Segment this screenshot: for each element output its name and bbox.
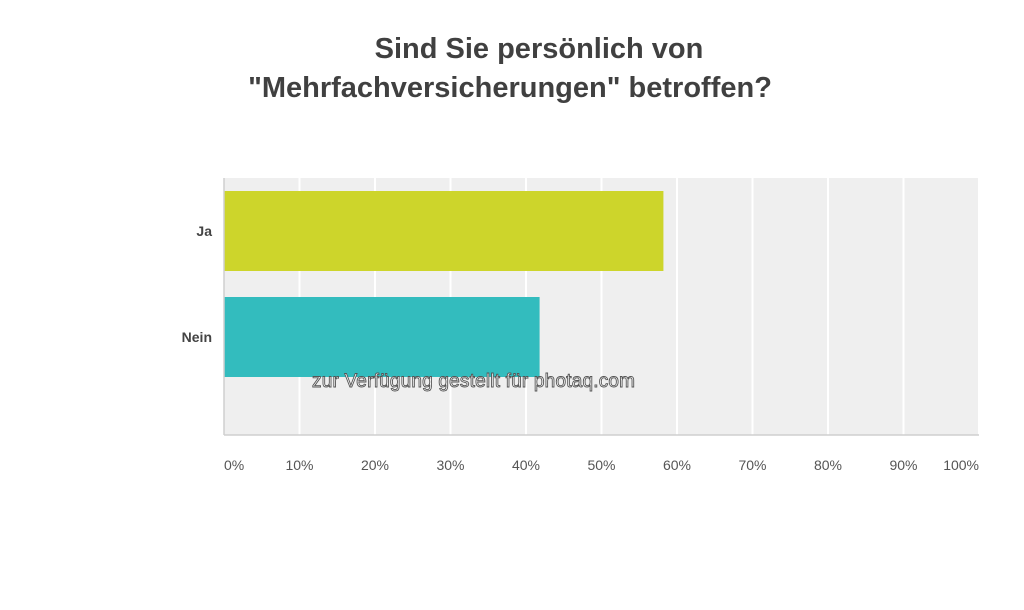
x-tick-label: 50% — [587, 457, 615, 473]
x-tick-label: 10% — [285, 457, 313, 473]
x-tick-label: 60% — [663, 457, 691, 473]
x-tick-label: 30% — [436, 457, 464, 473]
x-tick-label: 70% — [738, 457, 766, 473]
chart-title-line-2: "Mehrfachversicherungen" betroffen? — [248, 72, 772, 104]
bar-nein — [224, 297, 540, 377]
chart-title-line-1: Sind Sie persönlich von — [374, 33, 704, 65]
bar-ja — [224, 191, 664, 271]
category-label-ja: Ja — [196, 223, 212, 239]
category-label-nein: Nein — [182, 329, 212, 345]
bars — [224, 191, 664, 377]
x-tick-label: 100% — [943, 457, 979, 473]
x-tick-label: 90% — [889, 457, 917, 473]
x-tick-label: 40% — [512, 457, 540, 473]
x-tick-label: 0% — [224, 457, 244, 473]
category-labels: Ja Nein — [182, 223, 213, 345]
x-tick-labels: 0% 10% 20% 30% 40% 50% 60% 70% 80% 90% 100% — [224, 457, 979, 473]
watermark-text: zur Verfügung gestellt für photaq.com — [312, 371, 636, 393]
x-tick-label: 80% — [814, 457, 842, 473]
x-tick-label: 20% — [361, 457, 389, 473]
